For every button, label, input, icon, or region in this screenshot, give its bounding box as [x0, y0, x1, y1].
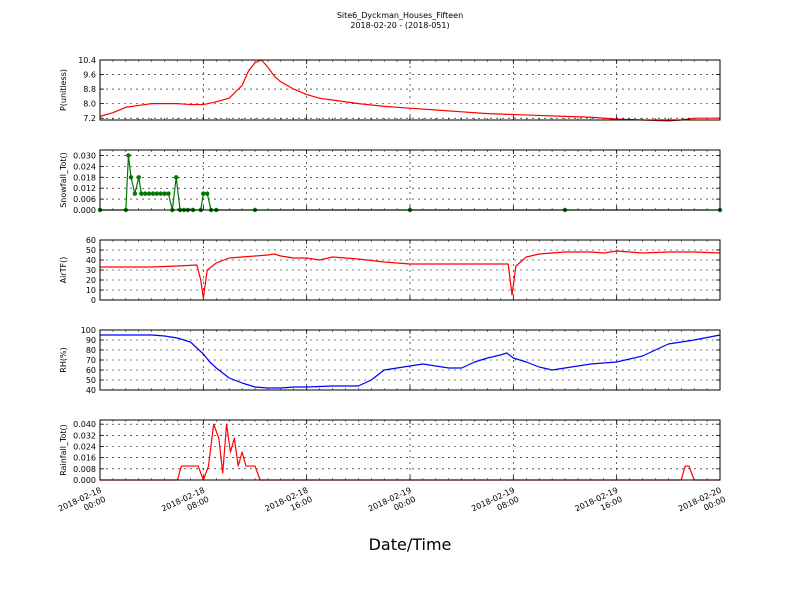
series-line-2-0	[100, 250, 721, 299]
y-tick-label: 0.000	[73, 476, 96, 485]
y-tick-label: 0.024	[73, 162, 96, 171]
y-axis-label: Rainfall_Tot()	[59, 424, 68, 476]
figure-subtitle: 2018-02-20 - (2018-051)	[350, 21, 450, 30]
series-point	[150, 191, 156, 196]
y-tick-label: 0	[91, 296, 96, 305]
series-point	[166, 191, 171, 196]
y-tick-label: 0.008	[73, 465, 96, 474]
y-tick-label: 40	[86, 256, 96, 265]
y-tick-label: 0.000	[73, 206, 96, 215]
x-tick-label: 2018-02-1800:00	[57, 486, 107, 523]
series-line-0-0	[99, 59, 720, 122]
series-point	[139, 191, 144, 196]
y-axis-label: RH(%)	[59, 347, 68, 372]
series-point	[174, 175, 179, 180]
series-point	[126, 153, 131, 158]
y-tick-label: 100	[81, 326, 96, 335]
y-axis-label: P(unitless)	[59, 69, 68, 111]
y-tick-label: 40	[86, 386, 96, 395]
x-tick-label: 2018-02-1908:00	[470, 486, 520, 523]
y-tick-label: 8.0	[83, 100, 96, 109]
axes-frame	[99, 239, 721, 301]
y-tick-label: 50	[86, 376, 96, 385]
y-tick-label: 9.6	[83, 71, 96, 80]
y-tick-label: 20	[86, 276, 96, 285]
figure-title: Site6_Dyckman_Houses_Fifteen	[336, 11, 464, 20]
y-tick-label: 10.4	[78, 56, 96, 65]
series-point	[143, 191, 148, 196]
x-tick-label: 2018-02-1916:00	[574, 486, 624, 523]
x-tick-label: 2018-02-1900:00	[367, 486, 417, 523]
y-axis-label: Snowfall_Tot()	[59, 152, 68, 208]
y-tick-label: 0.018	[73, 173, 96, 182]
y-tick-label: 60	[86, 366, 96, 375]
y-tick-label: 10	[86, 286, 96, 295]
y-tick-label: 50	[86, 246, 96, 255]
x-tick-label: 2018-02-1808:00	[160, 486, 210, 523]
series-point	[162, 191, 167, 196]
series-point	[128, 175, 134, 180]
series-point	[154, 191, 160, 196]
series-point	[158, 191, 163, 196]
y-tick-label: 0.006	[73, 195, 96, 204]
y-tick-label: 8.8	[83, 85, 96, 94]
series-point	[205, 191, 210, 196]
series-point	[132, 191, 138, 196]
y-tick-label: 30	[86, 266, 96, 275]
axes-frame	[99, 149, 721, 211]
axes-frame	[99, 329, 721, 391]
series-point	[136, 175, 141, 180]
y-tick-label: 70	[86, 356, 96, 365]
axes-frame	[99, 59, 721, 121]
x-axis-label: Date/Time	[369, 535, 452, 554]
y-axis-label: AirTF()	[59, 257, 68, 284]
y-tick-label: 90	[86, 336, 96, 345]
y-tick-label: 60	[86, 236, 96, 245]
y-tick-label: 0.040	[73, 420, 96, 429]
y-tick-label: 7.2	[83, 114, 96, 123]
y-tick-label: 0.024	[73, 443, 96, 452]
series-point	[146, 191, 152, 196]
y-tick-label: 0.016	[73, 454, 96, 463]
series-point	[201, 191, 206, 196]
x-tick-label: 2018-02-2000:00	[677, 486, 727, 523]
y-tick-label: 0.012	[73, 184, 96, 193]
y-tick-label: 0.030	[73, 151, 96, 160]
y-tick-label: 0.032	[73, 431, 96, 440]
y-tick-label: 80	[86, 346, 96, 355]
x-tick-label: 2018-02-1816:00	[264, 486, 314, 523]
axes-frame	[99, 419, 721, 481]
series-line-3-0	[100, 334, 721, 389]
